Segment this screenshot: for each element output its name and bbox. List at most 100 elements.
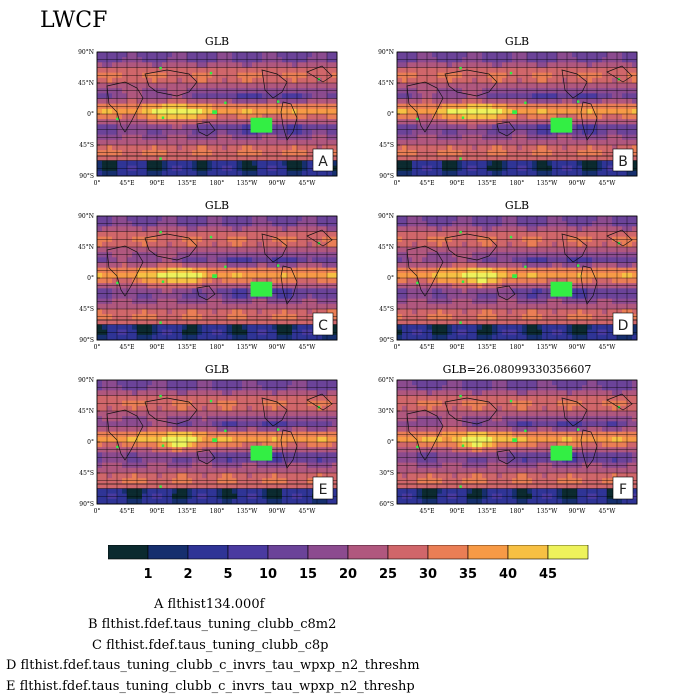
heatmap-cell bbox=[182, 139, 188, 146]
heatmap-cell bbox=[542, 262, 548, 268]
heatmap-cell bbox=[132, 114, 138, 120]
heatmap-cell bbox=[457, 124, 463, 130]
heatmap-cell bbox=[312, 293, 318, 299]
heatmap-cell bbox=[227, 380, 233, 386]
heatmap-cell bbox=[127, 77, 133, 84]
heatmap-cell bbox=[162, 226, 168, 232]
heatmap-cell bbox=[412, 170, 418, 177]
heatmap-cell bbox=[397, 83, 403, 89]
heatmap-cell bbox=[142, 231, 148, 237]
heatmap-cell bbox=[257, 309, 263, 315]
heatmap-cell bbox=[152, 272, 158, 279]
heatmap-cell bbox=[452, 83, 458, 89]
heatmap-cell bbox=[307, 98, 313, 104]
heatmap-cell bbox=[222, 272, 228, 279]
heatmap-cell bbox=[617, 93, 623, 99]
heatmap-cell bbox=[487, 129, 493, 135]
heatmap-cell bbox=[277, 303, 283, 310]
heatmap-cell bbox=[237, 309, 243, 315]
heatmap-cell bbox=[277, 288, 283, 294]
panel-title-b: GLB bbox=[504, 35, 530, 48]
heatmap-cell bbox=[502, 334, 508, 341]
heatmap-cell bbox=[312, 83, 318, 89]
heatmap-cell bbox=[302, 129, 308, 135]
heatmap-cell bbox=[162, 241, 168, 248]
heatmap-cell bbox=[262, 98, 268, 104]
heatmap-cell bbox=[267, 247, 273, 253]
significance-marker bbox=[159, 230, 162, 234]
heatmap-cell bbox=[272, 216, 278, 222]
heatmap-cell bbox=[502, 309, 508, 315]
heatmap-cell bbox=[157, 288, 163, 294]
heatmap-cell bbox=[457, 145, 463, 151]
heatmap-cell bbox=[497, 83, 503, 89]
heatmap-cell bbox=[507, 139, 513, 146]
heatmap-cell bbox=[147, 288, 153, 294]
heatmap-cell bbox=[207, 93, 213, 99]
panel-tag-box bbox=[312, 148, 334, 172]
heatmap-cell bbox=[232, 278, 238, 284]
heatmap-cell bbox=[222, 257, 228, 263]
heatmap-cell bbox=[302, 145, 308, 151]
heatmap-cell bbox=[612, 67, 618, 73]
heatmap-cell bbox=[222, 129, 228, 135]
heatmap-cell bbox=[622, 139, 628, 146]
heatmap-cell bbox=[297, 93, 303, 99]
x-tick-label: 45°E bbox=[119, 180, 134, 187]
heatmap-cell bbox=[582, 83, 588, 89]
heatmap-cell bbox=[457, 303, 463, 310]
heatmap-cell bbox=[472, 67, 478, 73]
heatmap-cell bbox=[287, 226, 293, 232]
heatmap-cell bbox=[327, 67, 333, 73]
heatmap-cell bbox=[512, 241, 518, 248]
heatmap-cell bbox=[547, 309, 553, 315]
heatmap-cell bbox=[412, 67, 418, 73]
significance-marker bbox=[161, 280, 165, 283]
heatmap-cell bbox=[532, 288, 538, 294]
heatmap-cell bbox=[292, 129, 298, 135]
heatmap-cell bbox=[497, 114, 503, 120]
heatmap-cell bbox=[252, 170, 258, 177]
heatmap-cell bbox=[597, 62, 603, 68]
heatmap-cell bbox=[572, 278, 578, 284]
heatmap-cell bbox=[112, 108, 118, 115]
heatmap-cell bbox=[492, 334, 498, 341]
heatmap-cell bbox=[147, 139, 153, 146]
significance-marker bbox=[159, 157, 162, 160]
heatmap-cell bbox=[607, 231, 613, 237]
heatmap-cell bbox=[517, 108, 523, 115]
heatmap-cell bbox=[287, 108, 293, 115]
heatmap-cell bbox=[107, 226, 113, 232]
heatmap-cell bbox=[152, 98, 158, 104]
heatmap-cell bbox=[147, 129, 153, 135]
heatmap-cell bbox=[307, 257, 313, 263]
heatmap-cell bbox=[157, 334, 163, 341]
heatmap-cell bbox=[572, 108, 578, 115]
heatmap-cell bbox=[522, 293, 528, 299]
heatmap-cell bbox=[282, 288, 288, 294]
heatmap-cell bbox=[402, 278, 408, 284]
heatmap-cell bbox=[482, 160, 488, 166]
heatmap-cell bbox=[567, 303, 573, 310]
heatmap-cell bbox=[477, 293, 483, 299]
heatmap-cell bbox=[152, 124, 158, 130]
heatmap-cell bbox=[422, 272, 428, 279]
heatmap-cell bbox=[312, 52, 318, 58]
x-tick-label: 180° bbox=[510, 344, 524, 351]
heatmap-cell bbox=[422, 170, 428, 177]
heatmap-cell bbox=[272, 241, 278, 248]
heatmap-cell bbox=[242, 129, 248, 135]
heatmap-cell bbox=[157, 247, 163, 253]
heatmap-cell bbox=[532, 98, 538, 104]
heatmap-cell bbox=[282, 278, 288, 284]
heatmap-cell bbox=[197, 257, 203, 263]
heatmap-cell bbox=[507, 288, 513, 294]
heatmap-cell bbox=[452, 334, 458, 341]
heatmap-cell bbox=[302, 62, 308, 68]
heatmap-cell bbox=[552, 262, 558, 268]
heatmap-cell bbox=[422, 145, 428, 151]
heatmap-cell bbox=[562, 241, 568, 248]
heatmap-cell bbox=[117, 278, 123, 284]
heatmap-cell bbox=[127, 257, 133, 263]
heatmap-cell bbox=[237, 303, 243, 310]
